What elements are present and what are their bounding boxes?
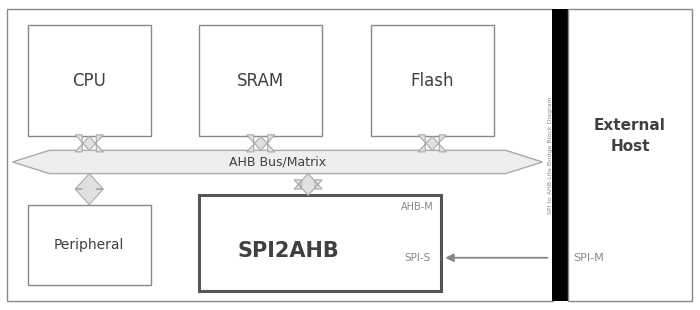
Polygon shape [419, 135, 447, 152]
Text: SPI-S: SPI-S [404, 253, 430, 263]
Polygon shape [294, 174, 322, 195]
Bar [28, 25, 150, 136]
Text: Flash: Flash [410, 72, 454, 90]
Text: Peripheral: Peripheral [54, 238, 125, 252]
Bar [199, 195, 441, 291]
Bar [28, 205, 150, 285]
Polygon shape [246, 135, 274, 152]
Bar [7, 9, 553, 301]
Text: SPI-M: SPI-M [573, 253, 604, 263]
Text: AHB Bus/Matrix: AHB Bus/Matrix [229, 156, 326, 168]
Polygon shape [13, 150, 542, 174]
Bar [552, 9, 568, 301]
Bar [568, 9, 692, 301]
Text: External
Host: External Host [594, 118, 666, 154]
Polygon shape [76, 135, 104, 152]
Bar [371, 25, 493, 136]
Text: SPI2AHB: SPI2AHB [238, 241, 340, 261]
Bar [199, 25, 322, 136]
Polygon shape [76, 174, 104, 205]
Text: SPI to AHB-Lite Bridge Block Diagram: SPI to AHB-Lite Bridge Block Diagram [548, 96, 554, 214]
Text: CPU: CPU [72, 72, 106, 90]
Text: AHB-M: AHB-M [401, 202, 434, 211]
Text: SRAM: SRAM [237, 72, 284, 90]
